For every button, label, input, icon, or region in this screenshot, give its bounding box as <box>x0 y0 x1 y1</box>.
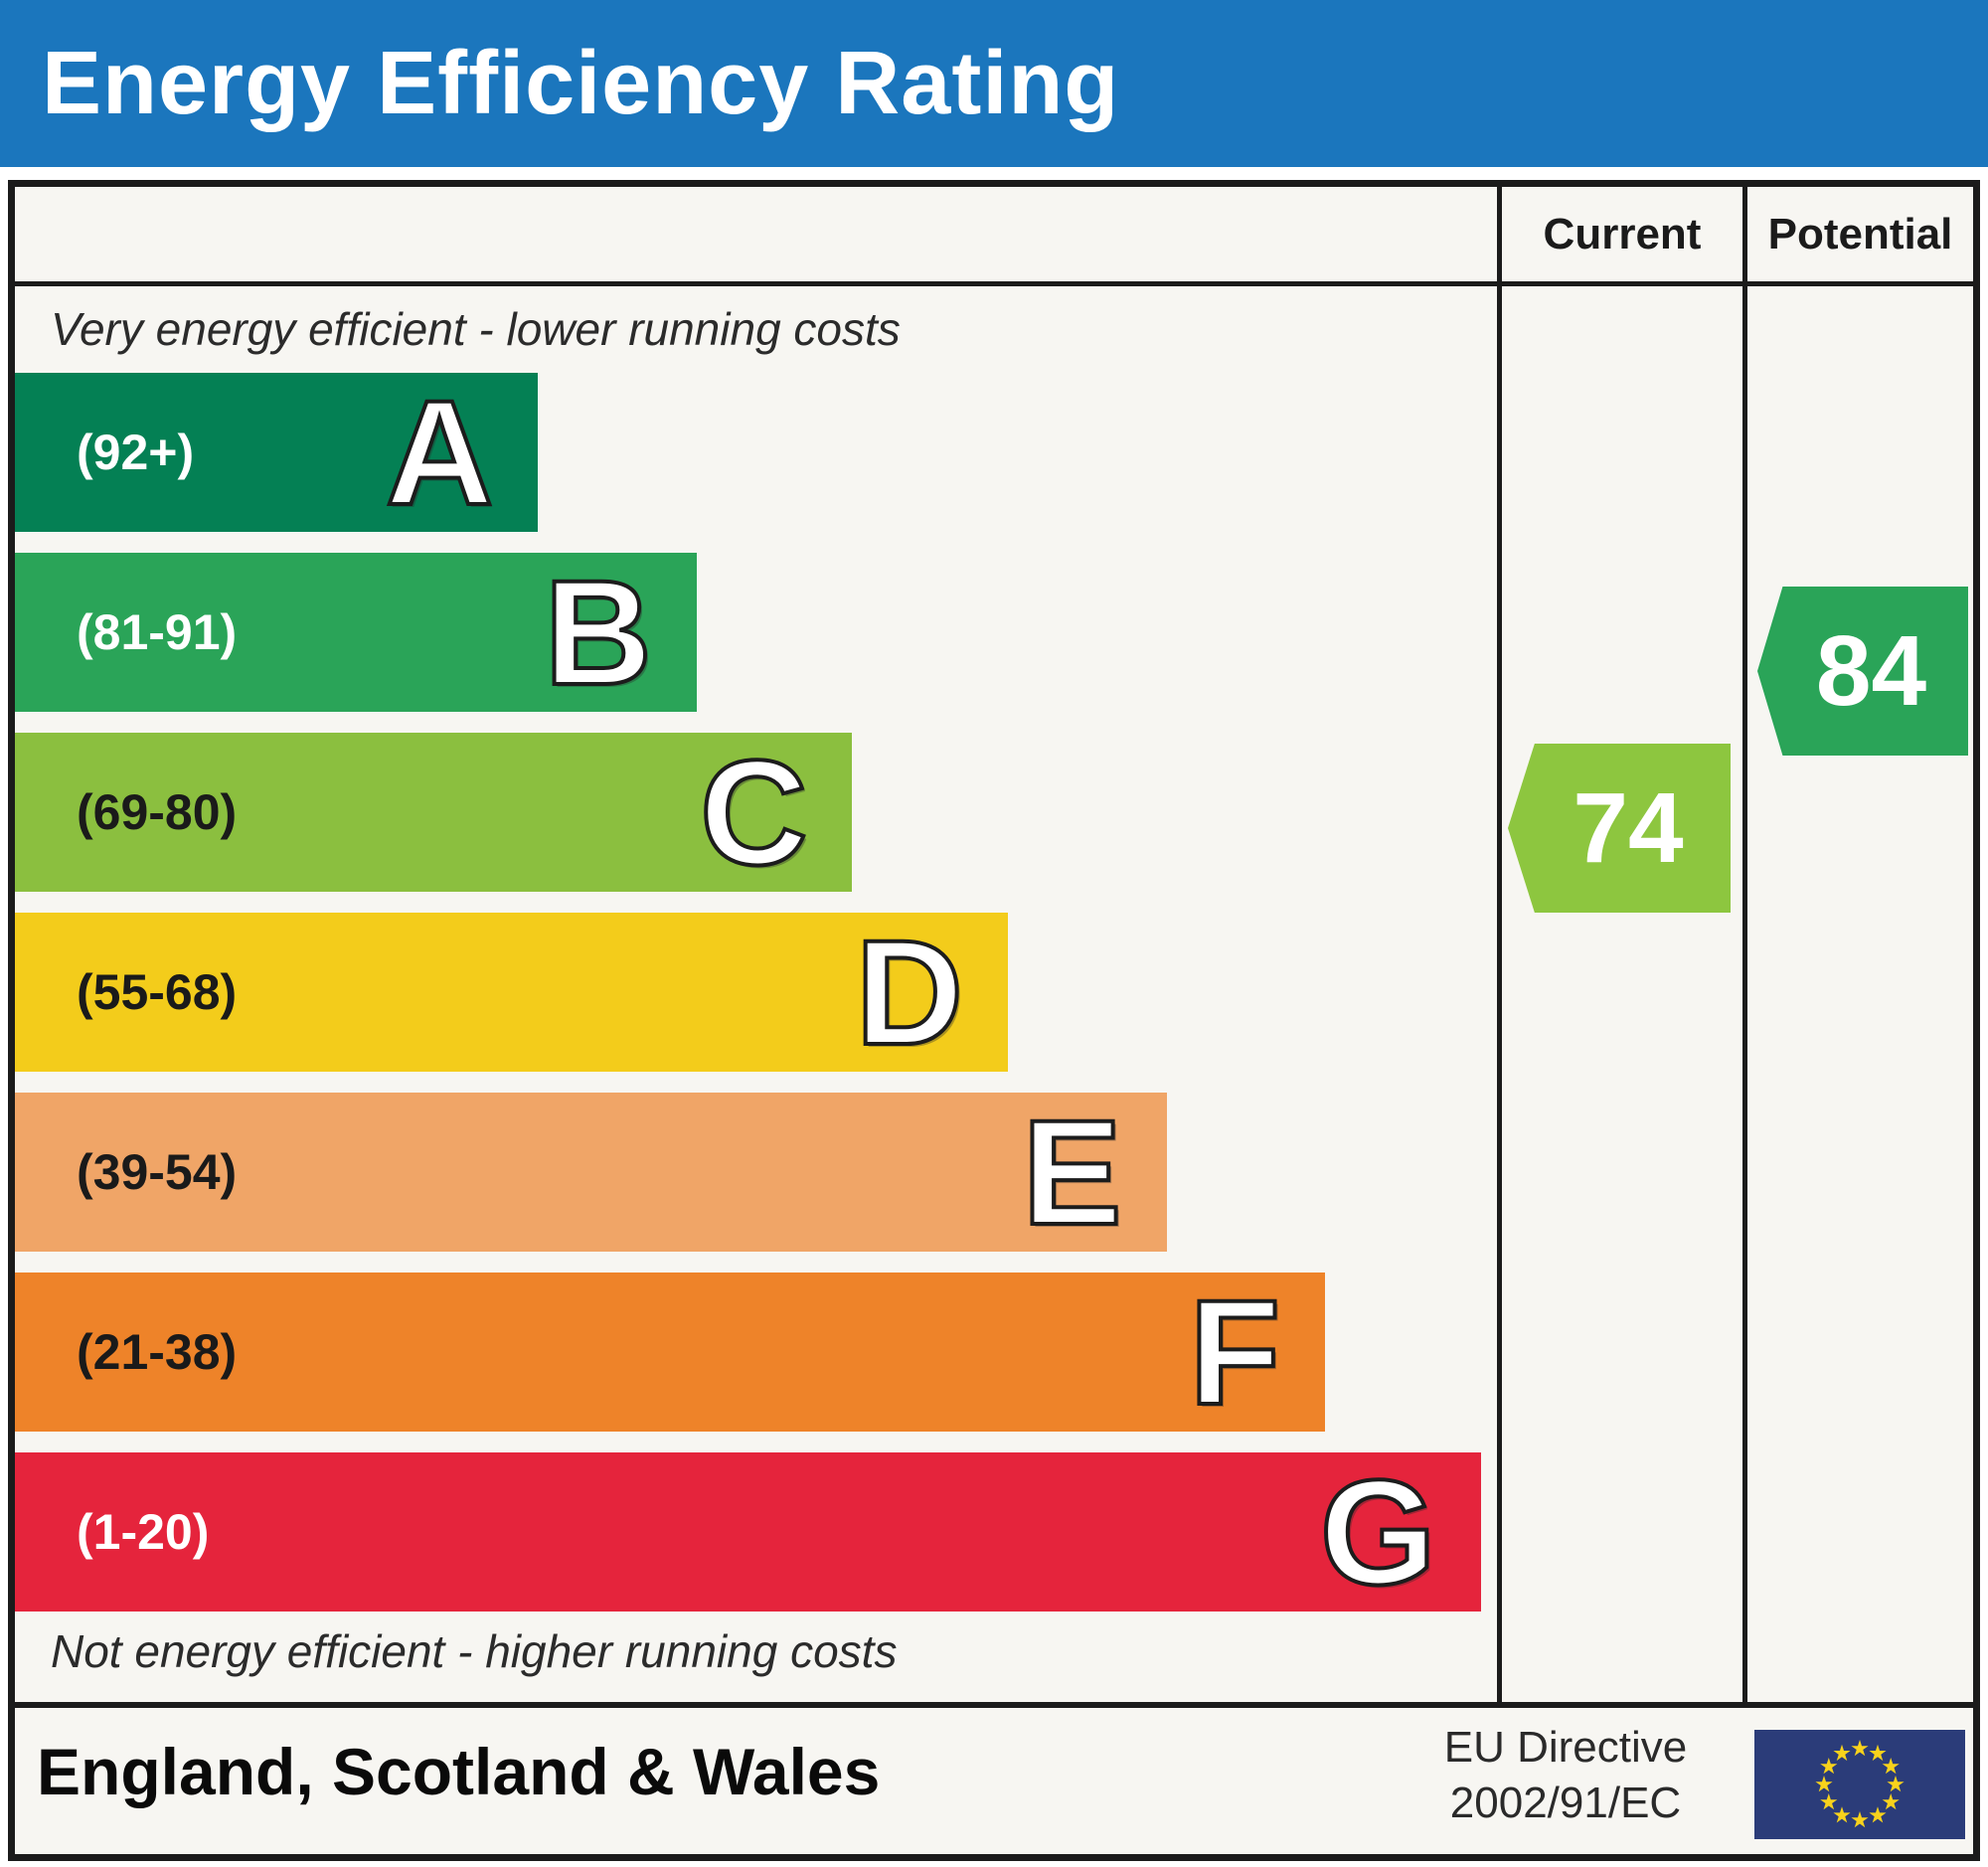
divider-potential-column <box>1742 187 1747 1708</box>
band-range-label: (39-54) <box>77 1144 238 1200</box>
eu-directive-label: EU Directive 2002/91/EC <box>1397 1720 1735 1831</box>
band-letter-c: C <box>698 729 809 896</box>
band-letter-f: F <box>1187 1269 1282 1436</box>
band-row-d: (55-68) D <box>15 913 1497 1072</box>
caption-not-efficient: Not energy efficient - higher running co… <box>51 1625 898 1677</box>
title-bar: Energy Efficiency Rating <box>0 0 1988 167</box>
potential-rating-badge: 84 <box>1757 587 1968 756</box>
band-letter-e: E <box>1020 1089 1123 1256</box>
caption-very-efficient: Very energy efficient - lower running co… <box>51 303 901 355</box>
band-bar-a: (92+) A <box>15 369 539 536</box>
potential-rating-value: 84 <box>1815 614 1927 727</box>
eu-directive-line1: EU Directive <box>1443 1723 1688 1772</box>
eu-flag-icon <box>1754 1730 1965 1839</box>
band-row-b: (81-91) B <box>15 553 1497 712</box>
band-range-label: (55-68) <box>77 964 238 1020</box>
current-rating-badge: 74 <box>1508 744 1731 913</box>
band-range-label: (69-80) <box>77 784 238 840</box>
band-range-label: (92+) <box>77 424 195 480</box>
band-bar-c: (69-80) C <box>15 729 853 896</box>
eu-directive-line2: 2002/91/EC <box>1449 1779 1682 1827</box>
band-chart-area: (92+) A (81-91) B (69-80) C (55-68) D <box>15 187 1497 1708</box>
potential-column-header: Potential <box>1767 209 1953 258</box>
current-column-header: Current <box>1543 209 1702 258</box>
band-row-c: (69-80) C <box>15 733 1497 892</box>
band-row-e: (39-54) E <box>15 1093 1497 1252</box>
header-row-rule <box>15 281 1973 286</box>
band-range-label: (81-91) <box>77 604 238 660</box>
band-bar-d: (55-68) D <box>15 913 1008 1072</box>
band-row-a: (92+) A <box>15 373 1497 532</box>
band-bar-e: (39-54) E <box>15 1093 1167 1252</box>
band-bar-b: (81-91) B <box>15 553 697 712</box>
divider-current-column <box>1497 187 1502 1708</box>
footer-row-rule <box>15 1702 1973 1708</box>
band-letter-d: D <box>854 909 965 1076</box>
band-range-label: (21-38) <box>77 1324 238 1380</box>
rating-table: Current Potential Very energy efficient … <box>8 180 1980 1861</box>
region-label: England, Scotland & Wales <box>37 1735 881 1808</box>
band-letter-a: A <box>384 369 495 536</box>
band-row-g: (1-20) G <box>15 1452 1497 1612</box>
band-range-label: (1-20) <box>77 1504 210 1560</box>
band-letter-g: G <box>1318 1448 1438 1615</box>
band-bar-g: (1-20) G <box>15 1452 1481 1612</box>
band-letter-b: B <box>543 549 654 716</box>
band-row-f: (21-38) F <box>15 1273 1497 1432</box>
band-bar-f: (21-38) F <box>15 1269 1326 1436</box>
current-rating-value: 74 <box>1573 771 1684 884</box>
page-title: Energy Efficiency Rating <box>42 33 1120 133</box>
